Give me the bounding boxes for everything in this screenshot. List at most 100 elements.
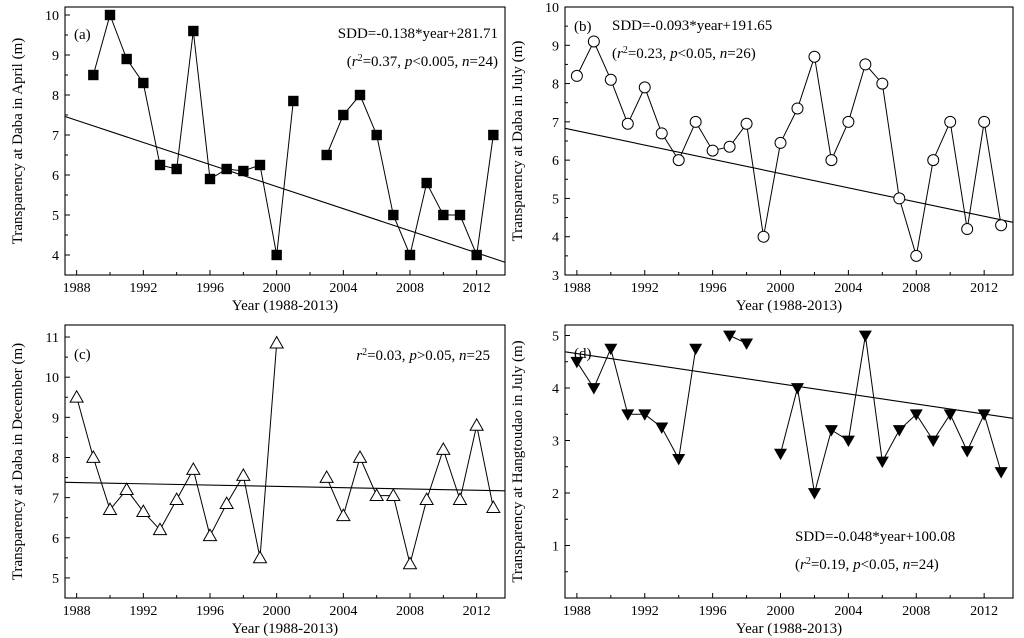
data-point [943, 409, 957, 421]
data-point [438, 209, 449, 221]
y-axis-title: Transparency at Daba in December (m) [10, 343, 26, 580]
annotation-run: SDD=-0.048*year+100.08 [795, 529, 955, 545]
x-tick-label: 2008 [396, 604, 424, 619]
data-point [69, 389, 85, 403]
y-axis-title: Transparency at Hangtoudao in July (m) [510, 340, 526, 582]
data-point [570, 356, 584, 369]
data-point [252, 550, 268, 564]
data-point [488, 129, 499, 141]
data-point [169, 492, 185, 506]
data-point [944, 115, 957, 128]
data-point [791, 102, 804, 115]
x-tick-label: 2004 [329, 281, 357, 296]
x-axis-title: Year (1988-2013) [736, 621, 842, 637]
data-point [135, 504, 151, 518]
x-tick-label: 2004 [834, 604, 862, 619]
x-tick-label: 2000 [263, 604, 291, 619]
y-tick-label: 2 [552, 487, 559, 502]
y-tick-label: 4 [552, 231, 559, 246]
data-point [638, 409, 652, 421]
data-point [689, 343, 703, 356]
data-point [570, 69, 583, 82]
annotation-run: ( [612, 46, 617, 62]
data-point [978, 115, 991, 128]
data-point [977, 409, 991, 421]
x-tick-label: 2012 [463, 281, 491, 296]
chart-panel-d: 1988 1992 1996 2000 2004 2008 2012 1 2 3 4 5 Year (1… [510, 324, 1014, 637]
data-point [825, 154, 838, 167]
series-line [576, 347, 697, 461]
regression-line [64, 115, 506, 263]
y-tick-label: 6 [52, 169, 59, 184]
y-tick-label: 8 [52, 451, 59, 466]
series-line [92, 13, 294, 256]
data-point [452, 492, 468, 506]
x-tick-label: 1996 [699, 281, 727, 296]
data-point [824, 425, 838, 437]
x-tick-label: 2008 [396, 281, 424, 296]
annotation-run: n [462, 54, 470, 70]
y-tick-label: 8 [52, 89, 59, 104]
regression-annotation: r2=0.03, p>0.05, n=25 [356, 347, 490, 365]
regression-annotation: (r2=0.37, p<0.005, n=24) [347, 53, 498, 71]
y-tick-label: 9 [52, 411, 59, 426]
data-point [790, 383, 804, 395]
plot-frame [564, 324, 1014, 599]
data-point [138, 77, 149, 89]
data-point [604, 343, 618, 356]
annotation-run: =24) [910, 557, 938, 573]
y-tick-label: 3 [552, 435, 559, 450]
chart-panel-a: 1988 1992 1996 2000 2004 2008 2012 4 5 6 7 8 9 10 Year… [10, 6, 506, 314]
annotation-run: 2 [623, 45, 628, 56]
annotation-run: =26) [727, 46, 755, 62]
data-point [740, 338, 754, 350]
data-point [235, 468, 251, 481]
y-tick-label: 11 [46, 331, 59, 346]
chart-panel-b: 1988 1992 1996 2000 2004 2008 2012 3 4 5 6 7 8 9 10 Yea… [510, 1, 1014, 314]
x-tick-label: 2012 [463, 604, 491, 619]
data-point [995, 219, 1008, 232]
x-axis-title: Year (1988-2013) [736, 298, 842, 314]
data-point [893, 192, 906, 205]
data-point [188, 25, 199, 37]
data-point [202, 528, 218, 542]
annotation-run: r [352, 54, 358, 70]
annotation-run: n [720, 46, 728, 62]
data-point [774, 448, 788, 461]
regression-annotation: (r2=0.23, p<0.05, n=26) [612, 45, 756, 63]
x-tick-label: 1992 [129, 604, 157, 619]
data-point [672, 154, 685, 167]
regression-line [564, 351, 1014, 419]
annotation-run: <0.05, [861, 557, 903, 573]
annotation-run: p [408, 348, 417, 364]
data-point [876, 77, 889, 90]
plot-frame [64, 6, 506, 276]
data-point [352, 449, 368, 463]
data-point [104, 9, 116, 21]
data-point [655, 422, 669, 434]
data-point [88, 69, 99, 81]
data-point [454, 209, 466, 221]
annotation-run: n [459, 348, 467, 364]
data-point [841, 435, 855, 447]
data-point [808, 50, 821, 63]
y-tick-label: 4 [52, 249, 59, 264]
y-tick-label: 9 [52, 49, 59, 64]
data-point [271, 249, 282, 261]
data-point [154, 159, 166, 171]
data-point [842, 115, 855, 128]
y-tick-label: 7 [552, 116, 559, 131]
annotation-run: >0.05, [417, 348, 459, 364]
x-tick-label: 1996 [196, 281, 224, 296]
y-tick-label: 1 [552, 540, 559, 555]
data-point [723, 330, 737, 342]
data-point [435, 441, 451, 455]
x-tick-label: 2012 [970, 604, 998, 619]
x-tick-label: 2000 [263, 281, 291, 296]
y-tick-label: 7 [52, 129, 59, 144]
annotation-run: =0.19, [811, 557, 853, 573]
panel-label: (c) [74, 347, 91, 363]
data-point [319, 470, 335, 483]
data-point [121, 53, 132, 65]
